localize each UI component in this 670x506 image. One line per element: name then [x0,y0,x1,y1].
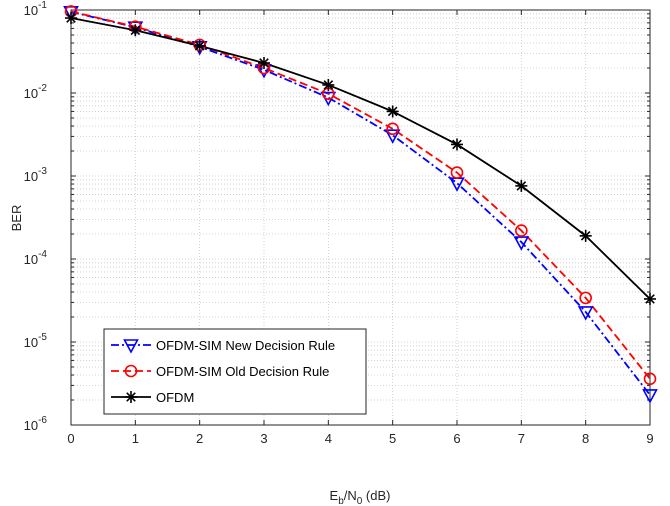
data-point-series-2 [515,224,528,237]
legend-marker-2 [124,364,138,378]
x-tick-label: 3 [260,431,267,446]
data-point-series-3 [129,24,142,37]
legend: OFDM-SIM New Decision Rule OFDM-SIM Old D… [103,328,367,415]
y-tick-label: 10-2 [24,83,48,101]
x-tick-label: 5 [389,431,396,446]
data-point-series-1 [127,21,144,36]
data-point-series-3 [644,292,656,305]
series-line-1 [70,10,651,396]
data-point-series-1 [513,236,530,251]
data-point-series-3 [579,229,592,242]
data-point-series-1 [642,389,658,404]
x-axis-title: Eb/N0 (dB) [330,488,391,506]
y-tick-label: 10-4 [24,249,48,267]
x-tick-labels: 0 1 2 3 4 5 6 7 8 9 [67,431,653,446]
data-point-series-3 [322,78,335,91]
data-point-series-1 [577,306,594,321]
y-tick-label: 10-1 [24,0,48,18]
y-tick-label: 10-6 [24,415,48,433]
x-tick-label: 4 [325,431,332,446]
x-tick-label: 6 [453,431,460,446]
legend-label-3: OFDM [156,390,194,405]
data-point-series-2 [579,291,592,305]
data-point-series-3 [258,56,270,69]
data-point-series-2 [450,166,464,179]
data-point-series-3 [65,12,77,25]
series-line-2 [70,10,651,380]
series-lines [70,10,651,396]
x-tick-label: 0 [67,431,74,446]
legend-label-2: OFDM-SIM Old Decision Rule [156,364,329,379]
data-point-series-3 [193,39,206,52]
tick-marks [70,9,651,426]
series-markers [63,5,658,404]
data-point-series-3 [451,138,463,151]
data-point-series-2 [386,122,399,136]
legend-marker-1 [123,339,139,354]
legend-marker-3 [125,391,137,403]
y-axis-title: BER [9,205,24,232]
data-point-series-2 [643,372,657,386]
series-line-3 [70,17,651,300]
y-tick-labels: 10-6 10-5 10-4 10-3 10-2 10-1 [24,0,48,433]
data-point-series-3 [386,105,399,118]
x-tick-label: 8 [582,431,589,446]
data-point-series-3 [515,179,528,192]
x-tick-label: 2 [196,431,203,446]
data-point-series-1 [384,129,401,144]
data-point-series-1 [63,6,79,21]
y-tick-label: 10-3 [24,166,48,184]
legend-label-1: OFDM-SIM New Decision Rule [156,338,335,353]
plot-frame [70,9,651,426]
y-tick-label: 10-5 [24,332,48,350]
x-tick-label: 9 [646,431,653,446]
x-tick-label: 7 [518,431,525,446]
x-tick-label: 1 [132,431,139,446]
